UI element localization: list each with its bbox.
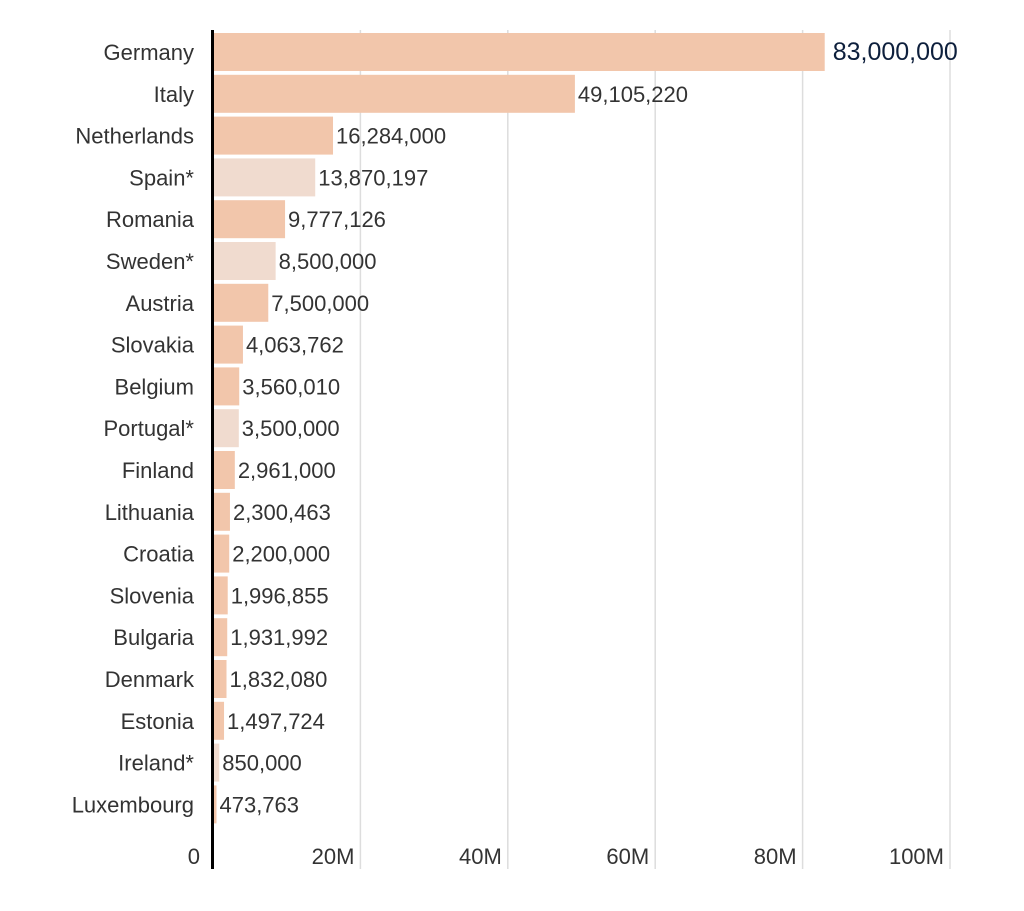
bar <box>214 451 235 489</box>
bar <box>214 200 286 239</box>
gridlines <box>359 30 951 869</box>
category-label: Slovakia <box>111 333 195 358</box>
value-label: 49,105,220 <box>578 82 688 107</box>
category-label: Denmark <box>105 667 195 692</box>
category-label: Lithuania <box>105 500 195 525</box>
category-label: Spain* <box>129 165 194 190</box>
bars <box>214 33 825 824</box>
category-label: Bulgaria <box>113 625 194 650</box>
bar <box>214 409 239 448</box>
x-tick-label: 100M <box>889 844 944 869</box>
category-label: Germany <box>104 40 194 65</box>
value-label: 1,996,855 <box>231 583 329 608</box>
bar <box>214 325 243 364</box>
bar <box>214 701 225 740</box>
category-label: Finland <box>122 458 194 483</box>
bar <box>214 158 316 197</box>
value-label: 473,763 <box>219 792 299 817</box>
bar <box>214 492 230 531</box>
value-label: 3,500,000 <box>242 416 340 441</box>
category-label: Romania <box>106 207 195 232</box>
x-tick-label: 80M <box>754 844 797 869</box>
category-label: Netherlands <box>75 124 194 149</box>
category-label: Ireland* <box>118 751 194 776</box>
bar <box>214 534 230 573</box>
x-tick-label: 0 <box>188 844 200 869</box>
value-label: 2,300,463 <box>233 500 331 525</box>
x-tick-label: 40M <box>459 844 502 869</box>
bar <box>214 283 269 322</box>
value-label: 1,497,724 <box>227 709 325 734</box>
x-tick-label: 20M <box>312 844 355 869</box>
bar <box>214 618 228 657</box>
value-label: 1,832,080 <box>230 667 328 692</box>
value-label: 850,000 <box>222 751 302 776</box>
category-labels: Germany Italy Netherlands Spain* Romania Swed… <box>72 40 195 817</box>
bar <box>214 242 276 280</box>
bar <box>214 33 825 71</box>
bar <box>214 367 240 406</box>
value-label: 4,063,762 <box>246 333 344 358</box>
category-label: Croatia <box>123 542 195 567</box>
bar <box>214 785 217 824</box>
value-label: 2,961,000 <box>238 458 336 483</box>
category-label: Italy <box>154 82 194 107</box>
category-label: Slovenia <box>110 583 195 608</box>
value-label: 1,931,992 <box>230 625 328 650</box>
bar <box>214 116 334 155</box>
category-label: Portugal* <box>103 416 194 441</box>
value-label: 16,284,000 <box>336 124 446 149</box>
value-label: 7,500,000 <box>271 291 369 316</box>
value-label: 8,500,000 <box>279 249 377 274</box>
value-label: 83,000,000 <box>833 38 958 66</box>
category-label: Luxembourg <box>72 792 194 817</box>
bar <box>214 743 220 782</box>
bar <box>214 576 228 615</box>
value-label: 9,777,126 <box>288 207 386 232</box>
x-tick-labels: 0 20M 40M 60M 80M 100M <box>188 844 944 869</box>
value-labels: 83,000,000 49,105,220 16,284,000 13,870,197… <box>219 38 957 817</box>
category-label: Sweden* <box>106 249 195 274</box>
bar <box>214 660 227 698</box>
category-label: Belgium <box>115 374 194 399</box>
category-label: Estonia <box>121 709 195 734</box>
value-label: 2,200,000 <box>232 542 330 567</box>
value-label: 13,870,197 <box>318 165 428 190</box>
value-label: 3,560,010 <box>242 374 340 399</box>
category-label: Austria <box>126 291 195 316</box>
bar <box>214 74 575 113</box>
x-tick-label: 60M <box>606 844 649 869</box>
